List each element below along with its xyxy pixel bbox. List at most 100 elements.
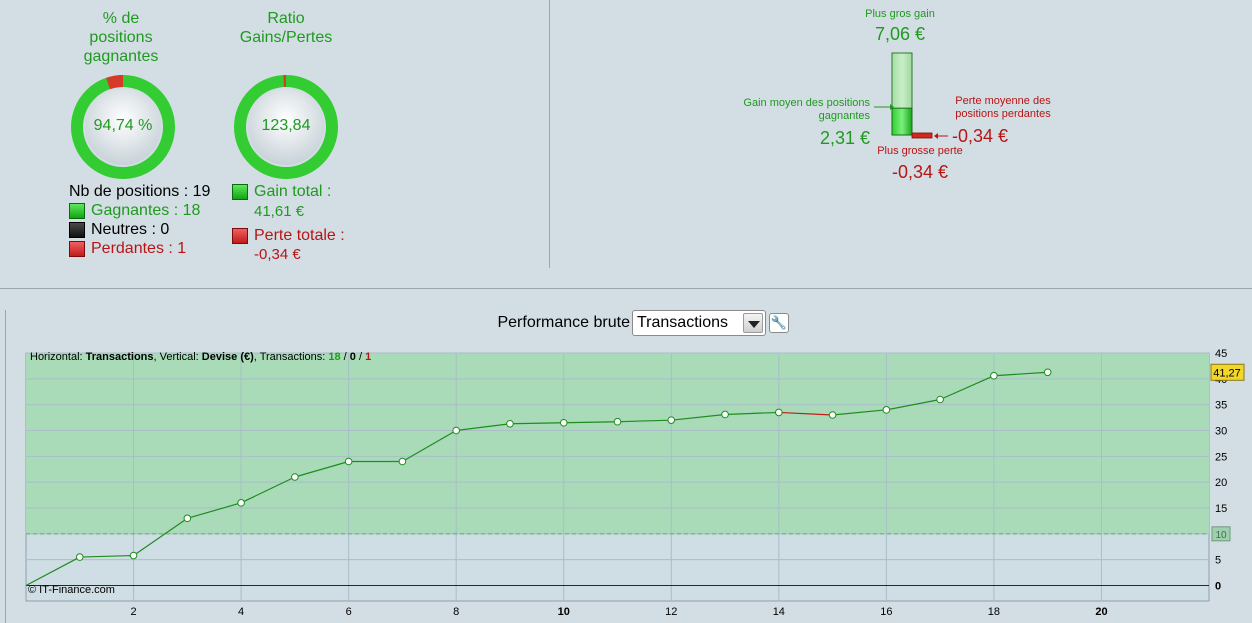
x-tick-label: 18 [988,606,1000,618]
y-tick-label: 45 [1215,348,1227,360]
x-tick-label: 8 [453,606,459,618]
series-segment [939,375,995,401]
data-point [183,514,192,523]
section-divider [0,288,1252,289]
data-point [1043,368,1052,377]
ratio-value: 123,84 [261,117,311,134]
max-loss-label: Plus grosse perte [877,145,963,157]
avg-loss-value: -0,34 € [952,126,1009,146]
y-tick-label: 5 [1215,555,1221,567]
last-value-label: 41,27 [1213,367,1241,379]
gauge-avg-gain-bar [891,107,913,136]
ratio-title: Ratio Gains/Pertes [239,10,333,46]
series-segment [456,423,511,432]
max-gain-value: 7,06 € [874,24,926,44]
avg-loss-label: Perte moyenne des positions perdantes [955,95,1051,120]
x-tick-label: 20 [1095,606,1107,618]
losers-swatch [69,240,85,257]
threshold-badge [1211,526,1231,542]
avg-gain-arrow-icon [890,104,894,110]
data-point [129,551,138,560]
series-segment [832,409,887,416]
data-point [828,411,837,419]
chart-info-line: Horizontal: Transactions, Vertical: Devi… [30,351,371,364]
x-tick-label: 12 [665,606,677,618]
data-point [452,426,460,435]
wrench-icon: 🔧 [770,315,788,330]
info-t-prefix: , Transactions: [253,351,329,363]
series-segment [778,411,833,416]
series-segment [187,502,242,519]
info-v-prefix: , Vertical: [153,351,202,363]
data-point [721,410,729,419]
data-point [506,419,514,428]
gauge-avg-loss-bar [911,132,933,139]
gain-loss-gauge [874,52,948,139]
avg-gain-value: 2,31 € [819,128,870,148]
y-tick-label: 20 [1215,477,1227,489]
last-value-badge [1210,363,1245,381]
info-v-value: Devise (€) [201,351,254,363]
series-segment [509,422,564,425]
x-tick-label: 4 [238,606,244,618]
x-tick-label: 6 [346,606,352,618]
info-h-prefix: Horizontal: [30,351,86,363]
y-tick-label: 35 [1215,400,1227,412]
threshold-badge-label: 10 [1215,530,1227,541]
performance-chart: 246810121416182051520253035404501041,27 [25,348,1245,618]
chart-left-border [5,310,6,623]
ratio-donut [234,75,338,179]
data-point [559,418,568,427]
neutral-label: Neutres : 0 [91,221,170,238]
winners-swatch [69,202,85,219]
settings-wrench-button[interactable]: 🔧 [769,313,789,333]
ratio-donut-center [248,89,324,165]
series-segment [993,371,1048,377]
transactions-select[interactable]: Transactions [632,310,766,336]
info-t-loss: 1 [365,351,372,363]
info-t-neutral: 0 [349,351,356,363]
positions-neutral: Neutres : 0 [69,220,169,239]
win-donut-center [85,89,161,165]
series-segment [886,398,941,411]
dropdown-arrow-icon[interactable] [743,313,763,333]
data-point [291,473,299,481]
positions-total: Nb de positions : 19 [69,183,211,200]
top-divider-vertical [549,0,550,268]
x-tick-label: 10 [558,606,570,618]
y-tick-label: 30 [1215,426,1227,438]
y-tick-label-zero: 0 [1215,581,1221,593]
gain-total: Gain total : [232,182,331,201]
data-point [344,457,353,466]
performance-label: Performance brute [497,314,630,331]
max-loss-value: -0,34 € [891,162,949,182]
positions-losers: Perdantes : 1 [69,239,186,258]
data-point [613,417,622,426]
x-tick-label: 14 [773,606,785,618]
losers-label: Perdantes : 1 [91,240,187,257]
info-h-value: Transactions [85,351,154,363]
win-pct-value: 94,74 % [93,117,153,134]
loss-total: Perte totale : [232,226,345,245]
win-pct-title: % de positions gagnantes [83,10,159,65]
x-tick-label: 2 [130,606,136,618]
gain-total-swatch [232,183,248,200]
y-tick-label: 15 [1215,503,1227,515]
series-segment [240,476,296,504]
series-segment [25,556,81,587]
data-point [398,457,407,466]
series-segment [133,517,188,557]
positions-winners: Gagnantes : 18 [69,201,200,220]
series-segment [79,554,134,558]
gain-total-label: Gain total : [254,183,332,200]
avg-gain-label: Gain moyen des positions gagnantes [743,97,870,122]
series-segment [563,421,618,424]
win-pct-donut [71,75,175,179]
loss-total-label: Perte totale : [254,227,345,244]
loss-total-swatch [232,227,248,244]
series-segment [725,411,779,416]
profit-zone-fill [26,353,1209,534]
data-point [75,553,84,561]
series-segment [617,419,672,423]
winners-label: Gagnantes : 18 [91,202,201,219]
